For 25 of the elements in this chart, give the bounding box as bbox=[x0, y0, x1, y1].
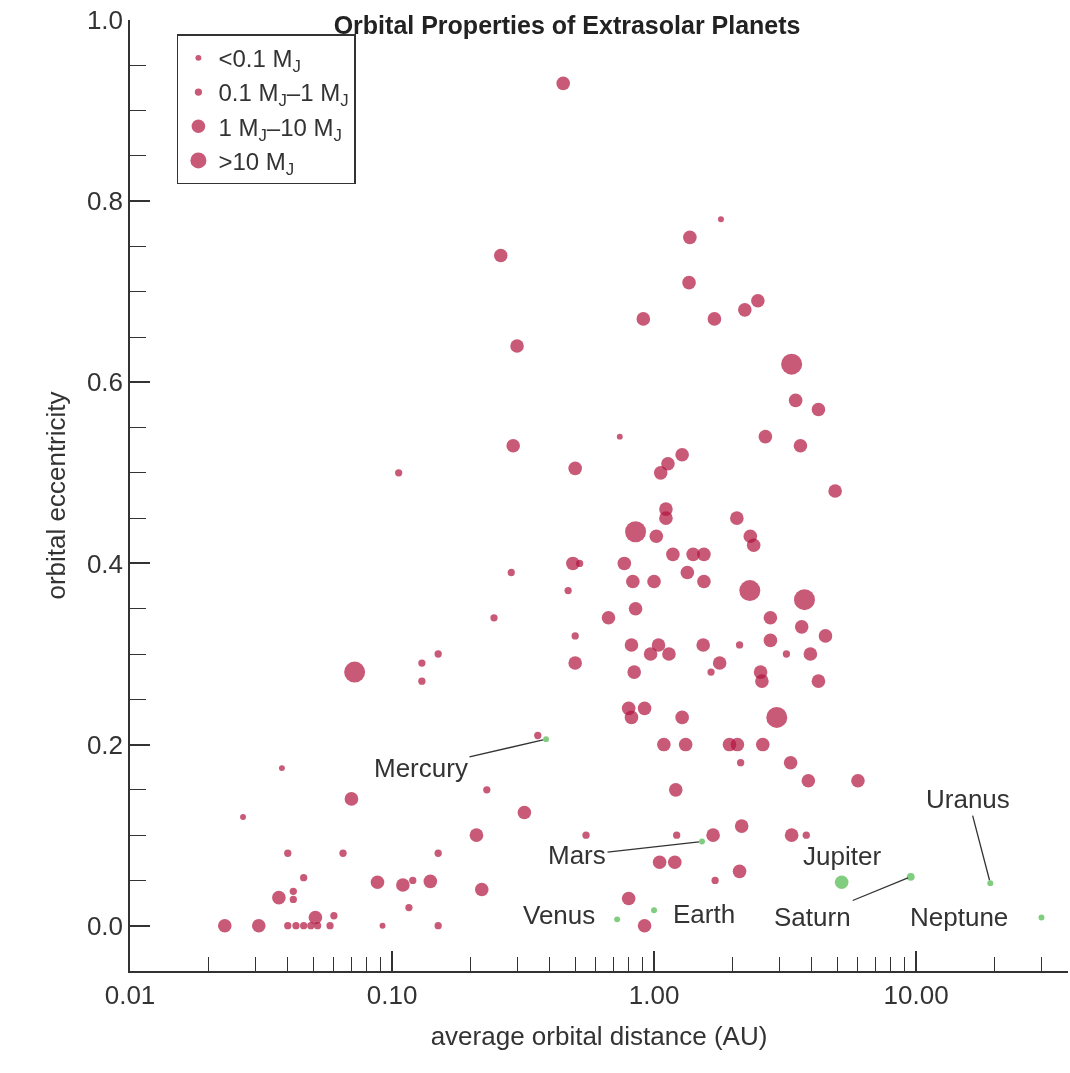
x-tick-label: 1.00 bbox=[628, 979, 680, 1010]
x-tick-label: 0.01 bbox=[104, 979, 156, 1010]
y-tick-label: 0.8 bbox=[86, 186, 124, 217]
legend-label: >10 M$_{J}$ bbox=[218, 147, 295, 179]
annotation: Jupiter bbox=[803, 841, 882, 871]
x-tick-label: 0.10 bbox=[366, 979, 418, 1010]
annotation: Mercury bbox=[374, 753, 468, 783]
x-axis-title: average orbital distance (AU) bbox=[430, 1021, 768, 1052]
annotation: Earth bbox=[673, 899, 736, 929]
y-tick-label: 1.0 bbox=[86, 5, 124, 36]
y-tick-label: 0.6 bbox=[86, 367, 124, 398]
annotation: Saturn bbox=[774, 902, 851, 932]
legend-label: 1 M$_{J}$–10 M$_{J}$ bbox=[218, 113, 342, 145]
x-tick-label: 10.00 bbox=[883, 979, 949, 1010]
y-axis-title: orbital eccentricity bbox=[40, 391, 71, 600]
annotation: Neptune bbox=[910, 902, 1009, 932]
y-tick-label: 0.0 bbox=[86, 910, 124, 941]
annotation: Uranus bbox=[926, 784, 1010, 814]
annotation: Mars bbox=[548, 840, 606, 870]
legend-label: <0.1 M$_{J}$ bbox=[218, 45, 301, 77]
legend-label: 0.1 M$_{J}$–1 M$_{J}$ bbox=[218, 79, 349, 111]
annotation: Venus bbox=[523, 900, 596, 930]
chart-title: Orbital Properties of Extrasolar Planets bbox=[333, 10, 801, 39]
y-tick-label: 0.4 bbox=[86, 548, 124, 579]
y-tick-label: 0.2 bbox=[86, 729, 124, 760]
